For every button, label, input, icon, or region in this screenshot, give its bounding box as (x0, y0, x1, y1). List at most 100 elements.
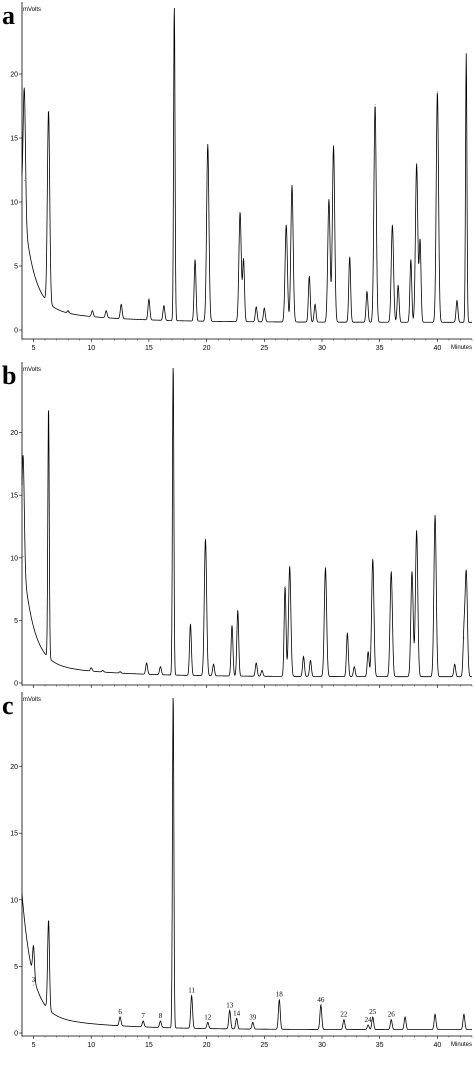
chromatogram-panel-a: a mVolts 0 5 10 15 20 5 10 15 20 25 30 35 40 Minutes (0, 0, 474, 358)
peak-point-a-1 (48, 118, 49, 120)
peak-point-b-17 (303, 656, 304, 658)
chromatogram-trace-a (21, 7, 472, 323)
peak-point-c-18 (434, 1013, 436, 1015)
peak-point-a-0 (23, 179, 25, 181)
peak-point-a-13 (255, 306, 257, 308)
y-tick-label-a-5: 5 (14, 264, 18, 271)
peak-point-a-30 (456, 300, 458, 301)
peak-point-a-3 (91, 310, 93, 312)
peak-point-a-4 (105, 310, 107, 312)
peak-point-a-26 (410, 259, 412, 260)
peak-point-b-1 (48, 413, 49, 415)
x-tick-label-c-40: 40 (433, 1042, 441, 1049)
panel-letter-c: c (2, 691, 14, 720)
peak-label-c-13: 13 (226, 1001, 234, 1009)
peak-point-b-3 (102, 670, 104, 671)
x-tick-label-c-10: 10 (87, 1042, 95, 1049)
peak-label-c-6: 6 (118, 1008, 122, 1016)
peak-point-c-5 (172, 699, 174, 701)
peak-point-c-14 (367, 1024, 369, 1026)
peak-label-c-26: 26 (388, 1011, 396, 1019)
peak-point-b-18 (310, 660, 311, 661)
peak-point-b-9 (205, 538, 206, 540)
peak-point-b-19 (325, 567, 326, 569)
peak-point-b-28 (454, 663, 456, 665)
peak-point-b-20 (346, 632, 348, 634)
peak-point-b-12 (237, 609, 239, 611)
peak-point-a-24 (391, 224, 393, 226)
peak-point-a-18 (314, 304, 316, 305)
peak-label-c-14: 14 (233, 1009, 241, 1017)
y-tick-label-a-20: 20 (10, 72, 18, 79)
peak-point-b-5 (146, 662, 148, 664)
peak-point-a-31 (465, 53, 467, 54)
y-unit-label-b: mVolts (23, 367, 41, 373)
x-tick-label-c-35: 35 (376, 1042, 384, 1049)
peak-point-b-7 (172, 369, 174, 371)
peak-point-c-6 (191, 995, 193, 997)
y-tick-label-c-5: 5 (14, 964, 18, 971)
peak-label-c-22: 22 (340, 1011, 348, 1019)
peak-point-a-23 (374, 104, 376, 106)
peak-point-c-10 (252, 1021, 254, 1023)
peak-label-c-3: 3 (32, 976, 36, 984)
x-tick-label-c-30: 30 (318, 1042, 326, 1049)
y-tick-label-b-15: 15 (10, 493, 18, 500)
peak-point-b-14 (261, 670, 263, 671)
peak-point-a-22 (366, 291, 368, 292)
x-tick-label-c-20: 20 (203, 1042, 211, 1049)
x-unit-label-a: Minutes (451, 345, 472, 351)
x-tick-label-a-20: 20 (203, 345, 211, 352)
peak-point-c-11 (278, 999, 280, 1001)
peak-point-a-2 (67, 311, 69, 313)
x-tick-label-a-15: 15 (145, 345, 153, 352)
chromatogram-trace-b (21, 367, 472, 678)
peak-point-c-8 (229, 1009, 231, 1011)
peak-point-c-17 (404, 1016, 406, 1018)
peak-label-c-46: 46 (317, 996, 325, 1004)
peak-point-b-29 (463, 637, 465, 639)
x-tick-label-a-40: 40 (433, 345, 441, 352)
chart-svg-c: c mVolts 0 5 10 15 20 5 10 15 20 25 30 35 40 Minutes 3 6 7… (2, 691, 473, 1049)
peak-point-b-0 (22, 556, 24, 557)
peak-point-b-24 (390, 571, 392, 572)
peak-point-b-13 (255, 662, 257, 664)
y-unit-label-c: mVolts (23, 697, 41, 703)
peak-point-b-26 (416, 529, 418, 531)
peak-point-a-11 (239, 211, 241, 213)
y-tick-label-a-15: 15 (10, 136, 18, 143)
peak-point-b-23 (372, 558, 374, 560)
peak-point-a-29 (436, 91, 438, 93)
x-unit-label-c: Minutes (451, 1042, 472, 1048)
peak-point-c-0 (33, 984, 34, 986)
peak-point-c-19 (463, 1013, 465, 1015)
peak-point-a-7 (163, 305, 165, 307)
peak-point-b-8 (190, 623, 191, 625)
peak-point-a-5 (120, 304, 122, 305)
peak-point-a-25 (397, 284, 399, 286)
peak-label-c-12: 12 (204, 1013, 212, 1021)
peak-point-c-13 (343, 1019, 345, 1021)
chart-svg-b: bmVolts05101520510152025303540Minutes (2, 361, 473, 688)
peak-point-b-10 (213, 663, 214, 665)
peak-point-a-17 (308, 275, 310, 277)
peak-point-c-9 (236, 1017, 238, 1019)
chromatogram-trace-c (21, 697, 472, 1031)
peak-label-c-24: 24 (365, 1016, 373, 1024)
peak-point-a-10 (207, 144, 209, 145)
peak-point-a-15 (285, 224, 287, 226)
peak-point-b-6 (160, 666, 161, 668)
peak-point-b-15 (284, 586, 286, 587)
chart-svg-a: a mVolts 0 5 10 15 20 5 10 15 20 25 30 35 40 Minutes (2, 1, 473, 352)
peak-label-c-8: 8 (159, 1012, 163, 1020)
peak-point-b-16 (289, 566, 291, 567)
x-tick-label-a-35: 35 (376, 345, 384, 352)
peak-point-c-4 (160, 1020, 161, 1022)
y-tick-label-b-5: 5 (14, 618, 18, 625)
peak-label-c-7: 7 (141, 1012, 145, 1020)
peak-point-a-28 (419, 240, 421, 241)
peak-point-b-25 (411, 571, 413, 572)
y-tick-label-a-0: 0 (14, 328, 18, 335)
peak-label-c-39: 39 (249, 1013, 257, 1021)
x-tick-label-a-5: 5 (32, 345, 36, 352)
